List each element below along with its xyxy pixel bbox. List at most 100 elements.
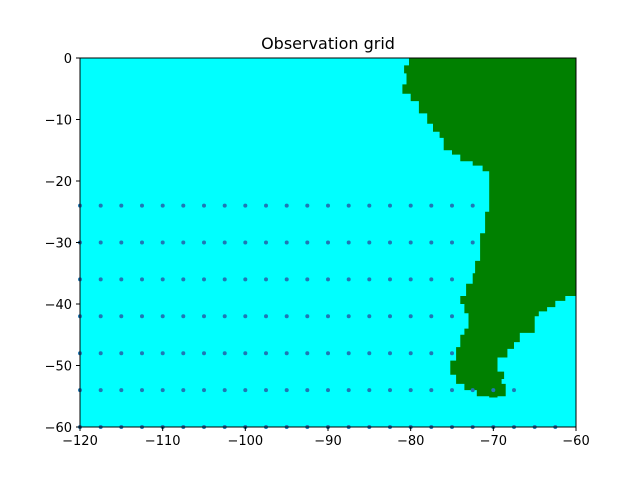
observation-point [119, 203, 124, 208]
observation-point [429, 351, 434, 356]
observation-point [98, 314, 103, 319]
observation-point [264, 351, 268, 356]
y-tick-label: −40 [45, 298, 72, 313]
observation-point [140, 240, 144, 245]
observation-point [346, 277, 351, 282]
observation-point [408, 277, 413, 282]
observation-point [408, 240, 413, 245]
y-tick-label: 0 [64, 52, 72, 67]
x-tick-label: −80 [397, 434, 424, 449]
observation-point [181, 277, 186, 282]
observation-point [326, 240, 330, 245]
observation-point [326, 388, 330, 393]
observation-point [408, 351, 413, 356]
observation-point [98, 277, 103, 282]
observation-point [367, 277, 372, 282]
observation-point [388, 314, 392, 319]
observation-point [222, 277, 227, 282]
y-tick-label: −10 [45, 114, 72, 129]
observation-point [408, 203, 413, 208]
observation-point [388, 240, 392, 245]
observation-point [346, 203, 351, 208]
observation-point [429, 314, 434, 319]
y-tick-label: −60 [45, 421, 72, 436]
observation-point [222, 314, 227, 319]
plot-area [78, 57, 577, 429]
observation-point [119, 388, 124, 393]
observation-point [222, 388, 227, 393]
x-tick-label: −110 [145, 434, 181, 449]
x-tick-label: −60 [562, 434, 589, 449]
observation-point [326, 351, 330, 356]
observation-point [491, 388, 496, 393]
observation-point [305, 351, 310, 356]
observation-point [429, 277, 434, 282]
observation-point [512, 388, 516, 393]
observation-point [284, 351, 289, 356]
observation-point [450, 351, 454, 356]
observation-point [264, 388, 268, 393]
observation-point [388, 277, 392, 282]
observation-point [222, 240, 227, 245]
observation-point [284, 388, 289, 393]
observation-point [222, 203, 227, 208]
observation-point [305, 314, 310, 319]
observation-point [450, 240, 454, 245]
observation-point [98, 240, 103, 245]
observation-points [78, 203, 558, 429]
observation-point [305, 203, 310, 208]
observation-point [160, 277, 165, 282]
y-tick-label: −20 [45, 175, 72, 190]
observation-point [243, 314, 248, 319]
observation-point [243, 388, 248, 393]
observation-point [470, 388, 475, 393]
observation-point [429, 388, 434, 393]
observation-point [346, 351, 351, 356]
observation-point [160, 203, 165, 208]
y-axis: 0 −10 −20 −30 −40 −50 −60 [45, 52, 80, 436]
x-tick-label: −70 [480, 434, 507, 449]
observation-point [326, 277, 330, 282]
observation-point [367, 388, 372, 393]
observation-point [119, 351, 124, 356]
observation-point [284, 314, 289, 319]
observation-point [346, 388, 351, 393]
observation-point [367, 203, 372, 208]
observation-point [243, 203, 248, 208]
x-axis: −120 −110 −100 −90 −80 −70 −60 [62, 427, 590, 449]
observation-point [305, 388, 310, 393]
observation-point [222, 351, 227, 356]
observation-point [470, 203, 475, 208]
observation-point [181, 351, 186, 356]
observation-point [450, 388, 454, 393]
observation-point [202, 314, 206, 319]
observation-point [305, 240, 310, 245]
observation-point [119, 277, 124, 282]
y-tick-label: −50 [45, 360, 72, 375]
observation-point [326, 203, 330, 208]
observation-point [98, 388, 103, 393]
observation-point [264, 203, 268, 208]
observation-point [470, 240, 475, 245]
observation-point [181, 240, 186, 245]
observation-point [284, 240, 289, 245]
observation-point [367, 240, 372, 245]
observation-point [450, 203, 454, 208]
observation-point [264, 277, 268, 282]
observation-point [140, 314, 144, 319]
observation-point [202, 388, 206, 393]
observation-point [450, 314, 454, 319]
observation-point [202, 277, 206, 282]
observation-point [160, 388, 165, 393]
observation-point [264, 240, 268, 245]
observation-point [119, 240, 124, 245]
observation-point [119, 314, 124, 319]
observation-point [202, 240, 206, 245]
observation-point [98, 351, 103, 356]
observation-point [202, 351, 206, 356]
observation-point [140, 203, 144, 208]
observation-point [450, 277, 454, 282]
observation-point [367, 351, 372, 356]
chart-title: Observation grid [261, 34, 395, 53]
